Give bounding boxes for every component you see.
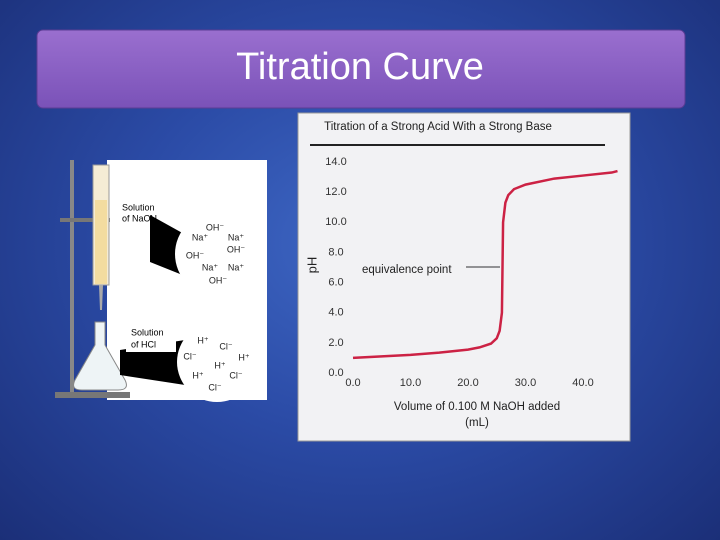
- ion-label: H⁺: [192, 370, 203, 380]
- ion-label: OH⁻: [209, 275, 228, 285]
- ion-label: Na⁺: [228, 262, 245, 272]
- y-tick-label: 4.0: [328, 307, 343, 319]
- y-tick-label: 8.0: [328, 246, 343, 258]
- x-tick-label: 10.0: [400, 377, 421, 389]
- stand-rod: [70, 160, 74, 396]
- flask: [73, 321, 127, 391]
- y-tick-label: 12.0: [325, 186, 346, 198]
- titration-curve: [352, 169, 618, 360]
- flask-label-bg: [126, 326, 176, 352]
- ion-label: Cl⁻: [183, 351, 196, 361]
- y-tick-label: 2.0: [328, 337, 343, 349]
- y-tick-label: 10.0: [325, 216, 346, 228]
- x-tick-label: 20.0: [457, 377, 478, 389]
- burette-tip: [99, 285, 103, 310]
- ion-label: H⁺: [238, 352, 249, 362]
- flask-label: of HCl: [131, 339, 156, 349]
- ion-label: H⁺: [214, 360, 225, 370]
- ion-label: OH⁻: [186, 250, 205, 260]
- x-tick-label: 30.0: [515, 377, 536, 389]
- chart-title: Titration of a Strong Acid With a Strong…: [324, 121, 552, 133]
- ion-label: OH⁻: [227, 244, 246, 254]
- ion-label: H⁺: [197, 335, 208, 345]
- y-tick-label: 14.0: [325, 156, 346, 168]
- y-axis-label: pH: [304, 257, 319, 274]
- illustration: Solution of NaOH Solution of HCl: [55, 160, 267, 402]
- x-tick-label: 0.0: [345, 377, 360, 389]
- ion-label: Cl⁻: [219, 341, 232, 351]
- clamp: [60, 218, 110, 222]
- ion-label: Na⁺: [202, 262, 219, 272]
- stand-base: [55, 392, 130, 398]
- ion-label: Cl⁻: [229, 370, 242, 380]
- x-axis-label: Volume of 0.100 M NaOH added: [394, 401, 560, 413]
- slide-title: Titration Curve: [236, 46, 484, 88]
- burette-liquid: [95, 200, 107, 284]
- ion-label: OH⁻: [206, 222, 225, 232]
- ion-label: Na⁺: [192, 232, 209, 242]
- x-tick-label: 40.0: [572, 377, 593, 389]
- title-banner: [36, 29, 686, 109]
- chart-panel: [297, 112, 631, 442]
- burette-label: Solution: [122, 202, 155, 212]
- ion-circle: [177, 322, 257, 402]
- x-axis-label: (mL): [465, 417, 489, 429]
- y-tick-label: 6.0: [328, 276, 343, 288]
- ion-label: Cl⁻: [208, 382, 221, 392]
- ion-circle: [175, 212, 259, 296]
- burette-label: of NaOH: [122, 213, 157, 223]
- ion-label: Na⁺: [228, 232, 245, 242]
- y-tick-label: 0.0: [328, 367, 343, 379]
- annotation: equivalence point: [362, 264, 452, 276]
- flask-label: Solution: [131, 327, 164, 337]
